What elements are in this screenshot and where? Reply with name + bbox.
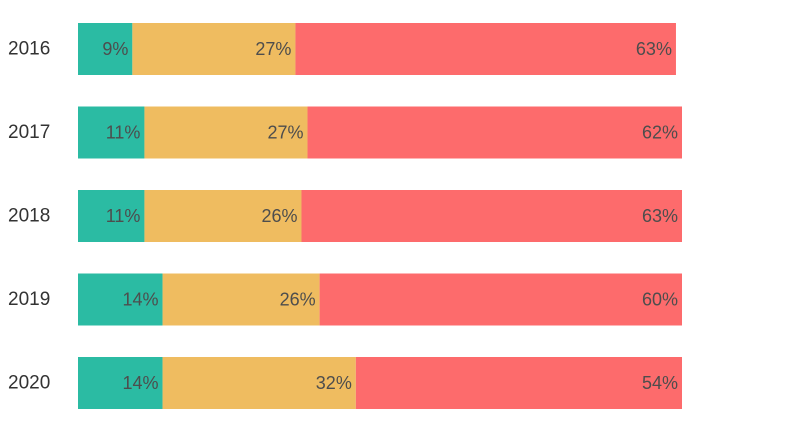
- value-label-2017-1: 11%: [106, 123, 141, 143]
- bar-group-2017: 2017 11% 27% 62%: [8, 106, 682, 159]
- bar-segment-2020-3: [355, 357, 682, 409]
- value-label-2020-1: 14%: [123, 373, 159, 393]
- category-label-2016: 2016: [8, 39, 50, 60]
- bar-segment-2016-1: [78, 23, 133, 75]
- bar-group-2020: 2020 14% 32% 54%: [8, 357, 682, 409]
- value-label-2017-2: 27%: [267, 123, 303, 143]
- value-label-2017-3: 62%: [642, 123, 678, 143]
- value-label-2016-1: 9%: [102, 39, 128, 59]
- category-label-2020: 2020: [8, 373, 50, 394]
- value-label-2018-3: 63%: [642, 206, 678, 226]
- category-label-2019: 2019: [8, 289, 50, 310]
- value-label-2018-2: 26%: [261, 206, 297, 226]
- bar-segment-2016-3: [295, 23, 676, 75]
- value-label-2020-3: 54%: [642, 373, 678, 393]
- value-label-2016-2: 27%: [255, 39, 291, 59]
- bar-segment-2016-2: [132, 23, 296, 75]
- bar-segment-2020-1: [78, 357, 163, 409]
- value-label-2019-3: 60%: [642, 290, 678, 310]
- value-label-2020-2: 32%: [316, 373, 352, 393]
- value-label-2018-1: 11%: [106, 206, 141, 226]
- bar-segment-2019-1: [78, 273, 163, 326]
- value-label-2019-1: 14%: [123, 290, 159, 310]
- bar-segment-2017-2: [144, 106, 308, 159]
- bar-segment-2018-3: [301, 190, 682, 242]
- bar-segment-2019-3: [319, 273, 682, 326]
- bar-segment-2017-3: [307, 106, 682, 159]
- bar-group-2018: 2018 11% 26% 63%: [8, 190, 682, 242]
- bar-segment-2018-1: [78, 190, 145, 242]
- value-label-2019-2: 26%: [280, 290, 316, 310]
- bar-group-2019: 2019 14% 26% 60%: [8, 273, 682, 326]
- bar-group-2016: 2016 9% 27% 63%: [8, 23, 676, 75]
- bar-segment-2019-2: [162, 273, 320, 326]
- category-label-2017: 2017: [8, 122, 50, 143]
- category-label-2018: 2018: [8, 206, 50, 227]
- bar-segment-2017-1: [78, 106, 145, 159]
- bar-segment-2020-2: [162, 357, 356, 409]
- bar-segment-2018-2: [144, 190, 302, 242]
- value-label-2016-3: 63%: [636, 39, 672, 59]
